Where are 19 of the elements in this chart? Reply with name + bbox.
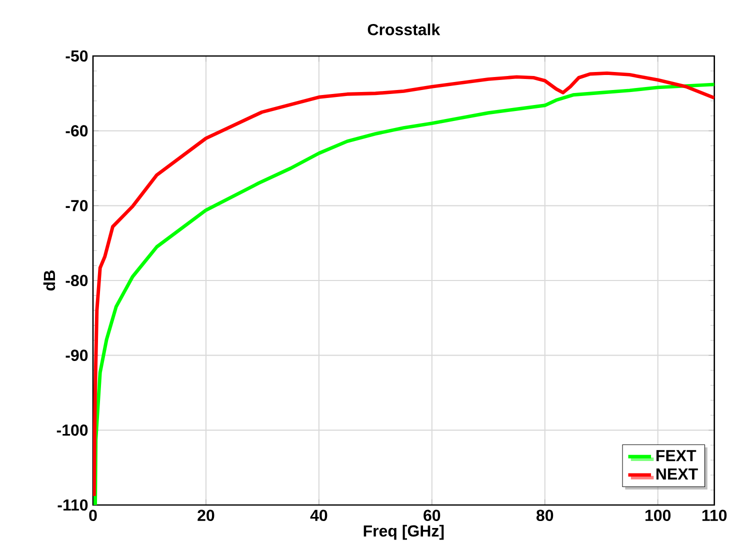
- x-tick-label: 100: [646, 510, 671, 522]
- chart-title: Crosstalk: [368, 24, 440, 36]
- x-tick-label: 40: [310, 510, 328, 522]
- x-axis-title: Freq [GHz]: [364, 524, 444, 540]
- legend-label: FEXT: [656, 450, 696, 462]
- y-tick-label: -70: [66, 200, 88, 212]
- x-tick-label: 110: [702, 510, 727, 522]
- x-tick-label: 0: [89, 510, 97, 522]
- x-tick-label: 80: [536, 510, 554, 522]
- y-tick-label: -90: [66, 350, 88, 361]
- y-tick-label: -80: [66, 274, 88, 286]
- y-tick-label: -60: [66, 125, 88, 136]
- y-tick-label: -50: [66, 50, 88, 62]
- x-tick-label: 20: [198, 510, 214, 522]
- y-tick-label: -110: [58, 499, 88, 511]
- y-tick-label: -100: [56, 424, 88, 436]
- x-tick-label: 60: [424, 510, 440, 522]
- y-axis-title: dB: [43, 270, 56, 291]
- legend-label: NEXT: [656, 468, 698, 480]
